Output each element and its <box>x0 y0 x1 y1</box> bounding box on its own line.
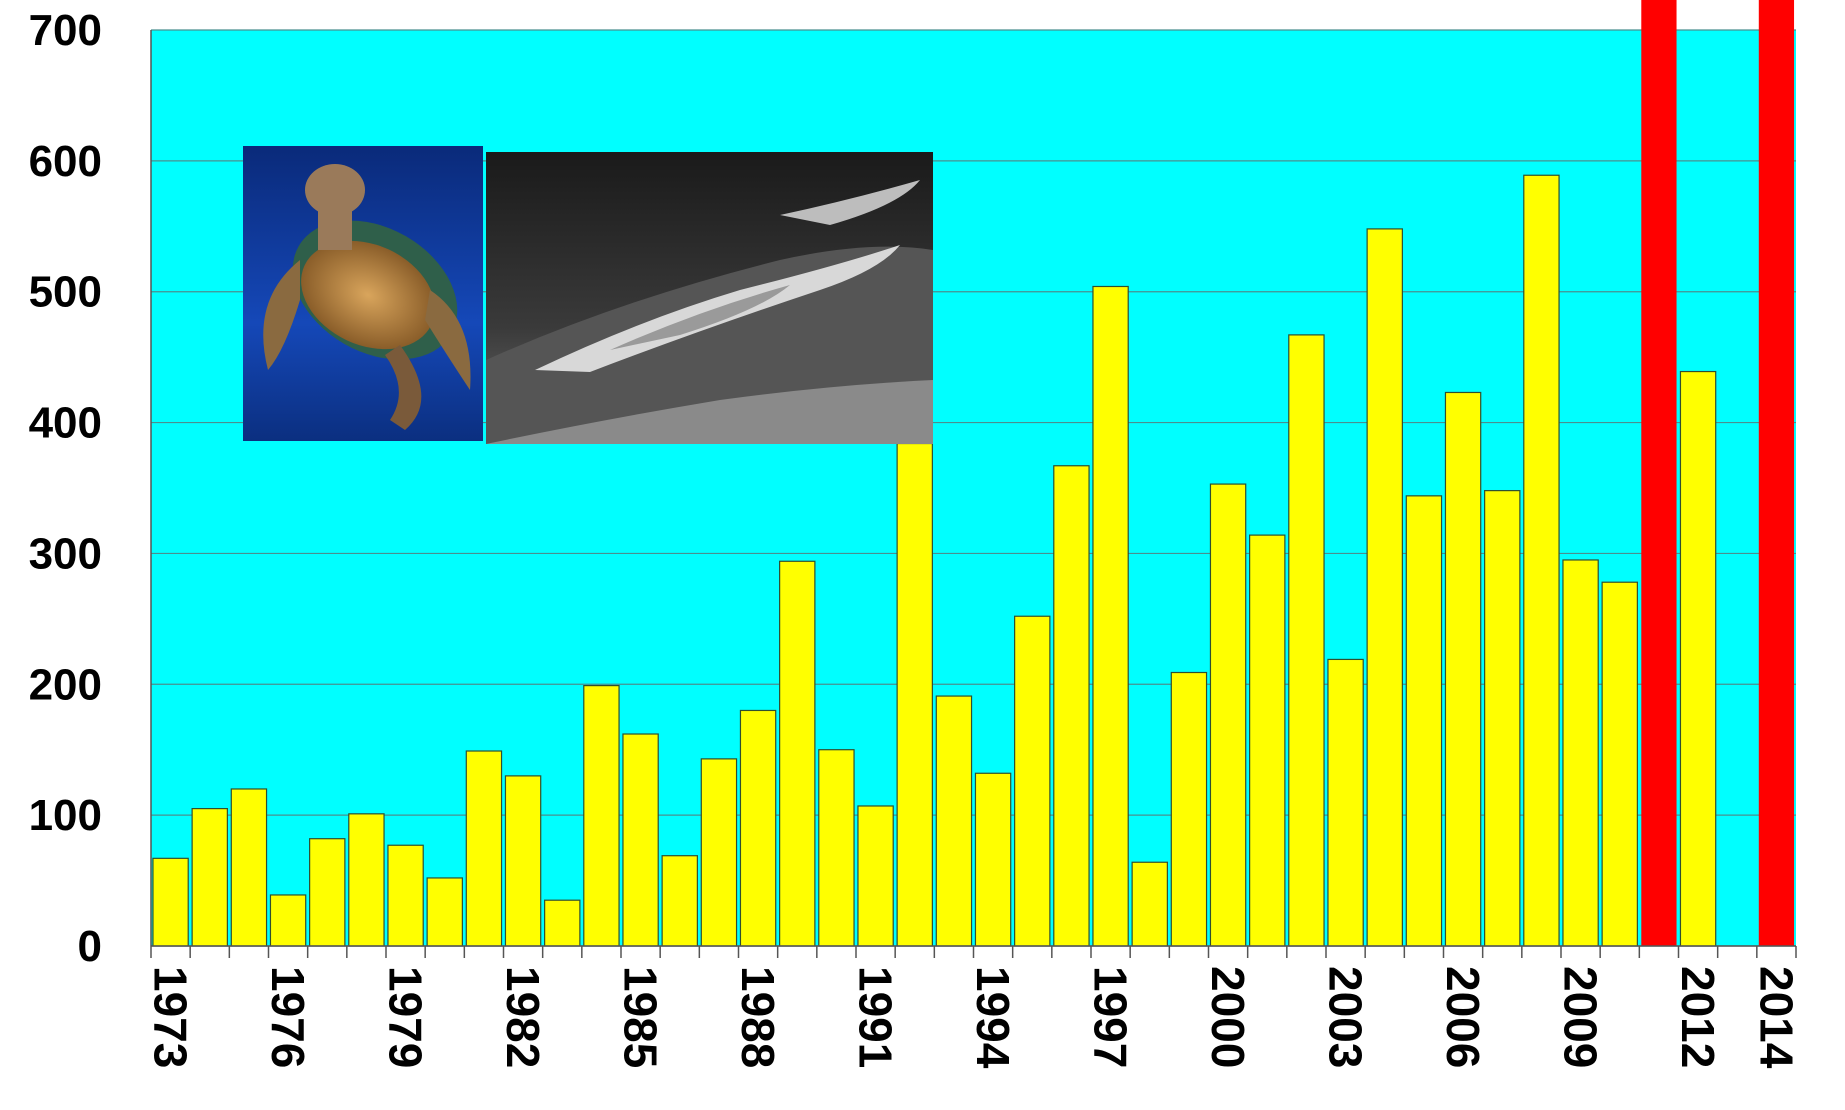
bar-2008 <box>1523 174 1560 947</box>
bar-1984 <box>583 684 620 947</box>
bar-1993 <box>935 695 973 947</box>
x-tick-label: 2006 <box>1437 966 1489 1068</box>
bar-2010 <box>1601 581 1638 947</box>
bar-1997 <box>1092 285 1129 947</box>
bar-1974 <box>191 807 228 947</box>
y-tick-label: 600 <box>29 137 102 186</box>
x-tick-label: 2014 <box>1750 966 1802 1069</box>
bar-1999 <box>1170 671 1208 947</box>
y-axis-tick-labels: 0 100 200 300 400 500 600 700 <box>29 6 102 971</box>
bar-2003 <box>1327 658 1364 947</box>
y-tick-label: 300 <box>29 529 102 578</box>
x-tick-label: 2012 <box>1672 966 1724 1068</box>
x-tick-label: 2009 <box>1555 966 1607 1068</box>
island-aerial-photo <box>486 152 933 444</box>
bar-1987 <box>700 758 738 947</box>
x-tick-label: 1985 <box>615 966 667 1068</box>
bar-2012 <box>1679 370 1717 947</box>
y-tick-label: 100 <box>29 791 102 840</box>
x-tick-label: 1976 <box>262 966 314 1068</box>
x-tick-label: 1982 <box>497 966 549 1068</box>
highlight-2014 <box>1758 0 1795 946</box>
sea-turtle-photo <box>243 146 483 441</box>
x-tick-label: 1994 <box>967 966 1019 1069</box>
bar-1990 <box>818 749 855 947</box>
bar-1981 <box>465 750 503 947</box>
bar-2000 <box>1209 483 1247 947</box>
bar-1979 <box>387 844 424 947</box>
x-tick-label: 2000 <box>1202 966 1254 1068</box>
y-tick-label: 500 <box>29 268 102 317</box>
y-tick-label: 0 <box>78 922 102 971</box>
bar-1973 <box>152 857 189 947</box>
x-tick-label: 1988 <box>732 966 784 1068</box>
axes <box>150 30 1797 958</box>
bar-1982 <box>504 775 542 947</box>
bar-2006 <box>1444 391 1482 947</box>
bar-1991 <box>857 805 894 947</box>
bar-1994 <box>974 772 1012 947</box>
y-tick-label: 700 <box>29 6 102 55</box>
bar-1986 <box>661 855 698 947</box>
bar-1980 <box>426 877 463 947</box>
bars <box>152 174 1717 947</box>
bar-2005 <box>1405 495 1443 947</box>
bar-1992 <box>896 442 933 947</box>
y-tick-label: 200 <box>29 660 102 709</box>
bar-1983 <box>544 899 581 947</box>
highlight-markers <box>1641 0 1795 946</box>
bar-2002 <box>1288 334 1325 947</box>
bar-1975 <box>230 788 268 947</box>
highlight-2011 <box>1641 0 1677 946</box>
bar-1998 <box>1131 861 1168 947</box>
bar-2001 <box>1249 534 1286 947</box>
bar-1985 <box>622 733 659 947</box>
bar-1996 <box>1053 465 1090 947</box>
x-tick-label: 1997 <box>1085 966 1137 1068</box>
bar-1976 <box>269 894 307 947</box>
bar-2009 <box>1562 559 1599 947</box>
bar-1995 <box>1014 615 1051 947</box>
bar-2007 <box>1484 490 1521 947</box>
x-tick-label: 1973 <box>145 966 197 1068</box>
bar-1977 <box>309 838 346 947</box>
x-tick-label: 1991 <box>850 966 902 1068</box>
bar-1988 <box>739 709 777 947</box>
bar-1978 <box>348 813 385 947</box>
x-axis-tick-labels: 1973 1976 1979 1982 1985 1988 1991 1994 1997 2000… <box>145 966 1803 1069</box>
bar-2004 <box>1366 228 1403 947</box>
x-tick-label: 2003 <box>1320 966 1372 1068</box>
y-tick-label: 400 <box>29 399 102 448</box>
bar-1989 <box>779 560 816 947</box>
x-tick-label: 1979 <box>380 966 432 1068</box>
